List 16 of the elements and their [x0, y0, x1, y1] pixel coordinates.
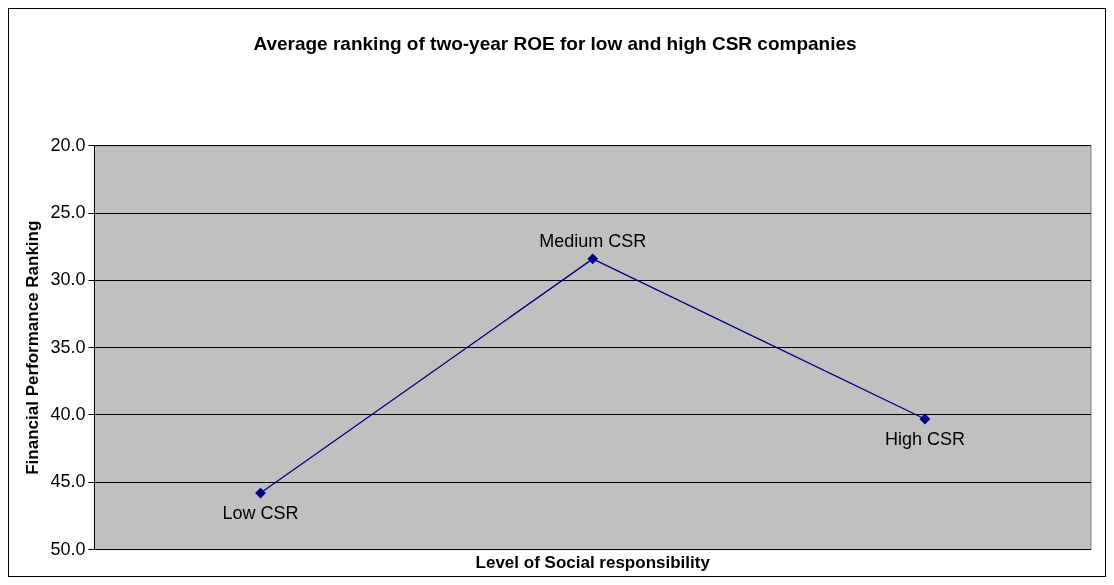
y-tick-label: 40.0 [50, 403, 86, 424]
x-tick-label: Low CSR [222, 503, 299, 524]
x-tick-label: Medium CSR [539, 230, 647, 251]
point [919, 413, 931, 425]
y-tick-label: 45.0 [50, 471, 86, 492]
y-tick-label: 20.0 [50, 134, 86, 155]
x-axis-title: Level of Social responsibility [475, 553, 711, 573]
point [255, 487, 266, 499]
y-tick-label: 35.0 [50, 336, 86, 357]
y-tick-label: 30.0 [50, 269, 86, 290]
y-axis-title: Financial Performance Ranking [22, 220, 42, 475]
y-tick-label: 50.0 [50, 538, 86, 559]
chart-title: Average ranking of two-year ROE for low and high CSR companies [253, 32, 857, 54]
x-tick-label: High CSR [884, 429, 965, 450]
point [587, 253, 598, 265]
y-tick-label: 25.0 [50, 202, 86, 223]
